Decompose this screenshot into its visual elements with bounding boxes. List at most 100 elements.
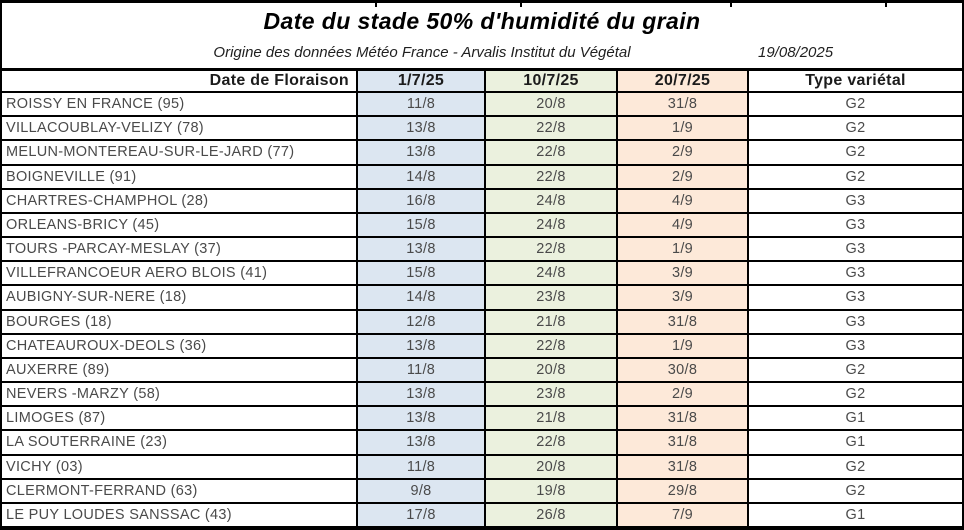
- variety-type-cell: G2: [845, 120, 866, 137]
- station-cell: LA SOUTERRAINE (23): [2, 431, 358, 454]
- date-cell-20-7: 2/9: [618, 165, 749, 188]
- date-cell-10-7: 24/8: [486, 213, 618, 237]
- date-cell-20-7: 31/8: [618, 93, 749, 116]
- date-cell-1-7: 13/8: [358, 141, 486, 164]
- date-cell-20-7: 31/8: [618, 310, 749, 333]
- station-cell: TOURS -PARCAY-MESLAY (37): [2, 238, 358, 261]
- date-cell-1-7: 9/8: [358, 479, 486, 502]
- date-cell-10-7: 26/8: [486, 503, 618, 526]
- variety-type-cell: G3: [845, 216, 866, 233]
- date-cell-10-7: 20/8: [486, 455, 618, 478]
- variety-type-cell: G3: [845, 241, 866, 258]
- table-row: CLERMONT-FERRAND (63) 9/8 19/8 29/8 G2: [2, 479, 962, 504]
- date-cell-10-7: 22/8: [486, 117, 618, 140]
- date-cell-20-7: 2/9: [618, 141, 749, 164]
- gridline-stub: [375, 3, 377, 7]
- table-row: NEVERS -MARZY (58) 13/8 23/8 2/9 G2: [2, 383, 962, 408]
- date-cell-1-7: 17/8: [358, 503, 486, 526]
- table-row: BOURGES (18) 12/8 21/8 31/8 G3: [2, 310, 962, 335]
- table-row: LA SOUTERRAINE (23) 13/8 22/8 31/8 G1: [2, 431, 962, 456]
- date-cell-1-7: 13/8: [358, 431, 486, 454]
- table-row: LIMOGES (87) 13/8 21/8 31/8 G1: [2, 407, 962, 432]
- report-date: 19/08/2025: [758, 44, 834, 61]
- station-cell: CHATEAUROUX-DEOLS (36): [2, 334, 358, 357]
- date-cell-10-7: 22/8: [486, 238, 618, 261]
- date-cell-10-7: 22/8: [486, 165, 618, 188]
- table-row: CHARTRES-CHAMPHOL (28) 16/8 24/8 4/9 G3: [2, 189, 962, 214]
- date-cell-10-7: 20/8: [486, 358, 618, 382]
- page-title: Date du stade 50% d'humidité du grain: [263, 8, 701, 34]
- date-cell-10-7: 23/8: [486, 286, 618, 309]
- column-header-1-7-25: 1/7/25: [358, 71, 486, 91]
- column-header-10-7-25: 10/7/25: [486, 71, 618, 91]
- station-cell: CHARTRES-CHAMPHOL (28): [2, 189, 358, 212]
- station-cell: MELUN-MONTEREAU-SUR-LE-JARD (77): [2, 141, 358, 164]
- station-cell: BOURGES (18): [2, 310, 358, 333]
- date-cell-20-7: 31/8: [618, 455, 749, 478]
- table-body: ROISSY EN FRANCE (95) 11/8 20/8 31/8 G2 VILLA…: [2, 93, 962, 526]
- station-cell: BOIGNEVILLE (91): [2, 165, 358, 188]
- date-cell-10-7: 21/8: [486, 310, 618, 333]
- station-cell: AUBIGNY-SUR-NERE (18): [2, 286, 358, 309]
- station-cell: LE PUY LOUDES SANSSAC (43): [2, 503, 358, 526]
- table-row: CHATEAUROUX-DEOLS (36) 13/8 22/8 1/9 G3: [2, 334, 962, 359]
- table-row: VILLEFRANCOEUR AERO BLOIS (41) 15/8 24/8 3/…: [2, 262, 962, 287]
- column-header-20-7-25: 20/7/25: [618, 71, 749, 91]
- table-row: TOURS -PARCAY-MESLAY (37) 13/8 22/8 1/9 G3: [2, 238, 962, 263]
- variety-type-cell: G2: [845, 168, 866, 185]
- date-cell-20-7: 30/8: [618, 358, 749, 382]
- date-cell-20-7: 4/9: [618, 213, 749, 237]
- date-cell-10-7: 24/8: [486, 189, 618, 212]
- date-cell-1-7: 14/8: [358, 165, 486, 188]
- subtitle-row: Origine des données Météo France - Arval…: [2, 40, 962, 68]
- station-cell: LIMOGES (87): [2, 407, 358, 430]
- variety-type-cell: G2: [845, 458, 866, 475]
- variety-type-cell: G2: [845, 482, 866, 499]
- date-cell-1-7: 16/8: [358, 189, 486, 212]
- date-cell-20-7: 3/9: [618, 262, 749, 285]
- title-row: Date du stade 50% d'humidité du grain: [2, 3, 962, 40]
- variety-type-cell: G3: [845, 265, 866, 282]
- variety-type-cell: G1: [845, 410, 866, 427]
- date-cell-1-7: 13/8: [358, 383, 486, 406]
- date-cell-10-7: 19/8: [486, 479, 618, 502]
- date-cell-1-7: 11/8: [358, 455, 486, 478]
- station-cell: NEVERS -MARZY (58): [2, 383, 358, 406]
- gridline-stub: [730, 3, 732, 7]
- date-cell-10-7: 24/8: [486, 262, 618, 285]
- date-cell-1-7: 11/8: [358, 358, 486, 382]
- table-row: ROISSY EN FRANCE (95) 11/8 20/8 31/8 G2: [2, 93, 962, 118]
- date-cell-1-7: 11/8: [358, 93, 486, 116]
- date-cell-20-7: 1/9: [618, 117, 749, 140]
- table-row: VILLACOUBLAY-VELIZY (78) 13/8 22/8 1/9 G2: [2, 117, 962, 142]
- date-cell-10-7: 23/8: [486, 383, 618, 406]
- station-cell: AUXERRE (89): [2, 358, 358, 382]
- variety-type-cell: G3: [845, 337, 866, 354]
- date-cell-20-7: 1/9: [618, 334, 749, 357]
- station-cell: ROISSY EN FRANCE (95): [2, 93, 358, 116]
- variety-type-cell: G2: [845, 386, 866, 403]
- date-cell-10-7: 20/8: [486, 93, 618, 116]
- station-cell: VICHY (03): [2, 455, 358, 478]
- date-cell-20-7: 29/8: [618, 479, 749, 502]
- station-cell: VILLEFRANCOEUR AERO BLOIS (41): [2, 262, 358, 285]
- data-source-subtitle: Origine des données Météo France - Arval…: [213, 44, 631, 61]
- table-row: ORLEANS-BRICY (45) 15/8 24/8 4/9 G3: [2, 213, 962, 239]
- table-row: BOIGNEVILLE (91) 14/8 22/8 2/9 G2: [2, 165, 962, 190]
- date-cell-20-7: 31/8: [618, 407, 749, 430]
- date-cell-20-7: 31/8: [618, 431, 749, 454]
- column-header-type-varietal: Type variétal: [805, 72, 906, 89]
- table-row: AUXERRE (89) 11/8 20/8 30/8 G2: [2, 358, 962, 384]
- date-cell-1-7: 13/8: [358, 238, 486, 261]
- variety-type-cell: G2: [845, 144, 866, 161]
- date-cell-1-7: 13/8: [358, 334, 486, 357]
- date-cell-20-7: 4/9: [618, 189, 749, 212]
- date-cell-1-7: 13/8: [358, 407, 486, 430]
- date-cell-20-7: 7/9: [618, 503, 749, 526]
- date-cell-1-7: 14/8: [358, 286, 486, 309]
- variety-type-cell: G2: [845, 96, 866, 113]
- variety-type-cell: G3: [845, 313, 866, 330]
- variety-type-cell: G2: [845, 361, 866, 378]
- date-cell-1-7: 12/8: [358, 310, 486, 333]
- column-header-floraison: Date de Floraison: [2, 71, 358, 91]
